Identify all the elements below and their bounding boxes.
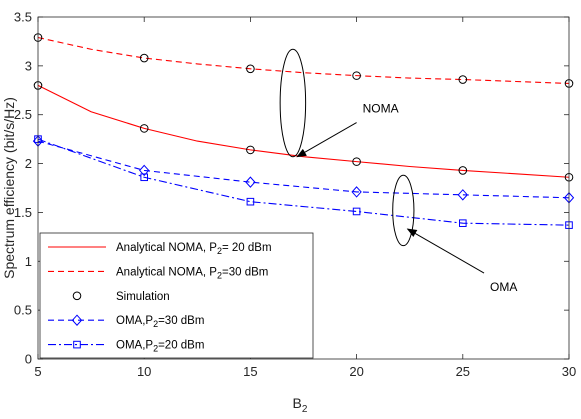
y-axis-label: Spectrum efficiency (bit/s/Hz) (1, 97, 17, 279)
x-axis-label-main: B (293, 395, 302, 411)
x-tick-label-3: 20 (349, 364, 363, 379)
x-tick-label-1: 10 (137, 364, 151, 379)
legend: Analytical NOMA, P2= 20 dBm Analytical NO… (40, 233, 313, 358)
legend-label-0: Analytical NOMA, P2= 20 dBm (116, 242, 272, 256)
x-tick-label-2: 15 (243, 364, 257, 379)
y-tick-label-2: 1 (25, 254, 32, 269)
legend-label-1: Analytical NOMA, P2=30 dBm (116, 266, 268, 280)
y-tick-label-0: 0 (25, 352, 32, 367)
x-axis-label-subscript: 2 (302, 404, 308, 415)
x-axis-label: B2 (293, 395, 308, 415)
y-tick-label-7: 3.5 (14, 10, 32, 25)
annotation-label-1: OMA (490, 280, 517, 294)
x-tick-label-5: 30 (562, 364, 576, 379)
y-tick-label-6: 3 (25, 58, 32, 73)
x-tick-label-4: 25 (456, 364, 470, 379)
x-tick-label-0: 5 (34, 364, 41, 379)
legend-label-3: OMA,P2=30 dBm (116, 315, 204, 329)
annotation-label-0: NOMA (363, 102, 399, 116)
legend-label-4: OMA,P2=20 dBm (116, 340, 204, 354)
y-tick-label-4: 2 (25, 156, 32, 171)
y-tick-label-1: 0.5 (14, 303, 32, 318)
legend-label-2: Simulation (116, 291, 170, 303)
